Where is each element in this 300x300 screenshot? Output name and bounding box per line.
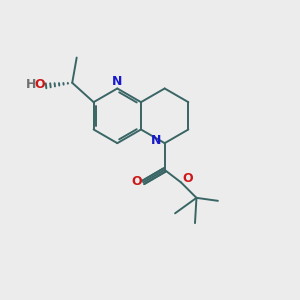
- Text: O: O: [34, 78, 45, 91]
- Text: H: H: [26, 78, 36, 91]
- Text: N: N: [151, 134, 161, 147]
- Text: O: O: [182, 172, 193, 185]
- Text: O: O: [131, 175, 142, 188]
- Text: N: N: [112, 75, 122, 88]
